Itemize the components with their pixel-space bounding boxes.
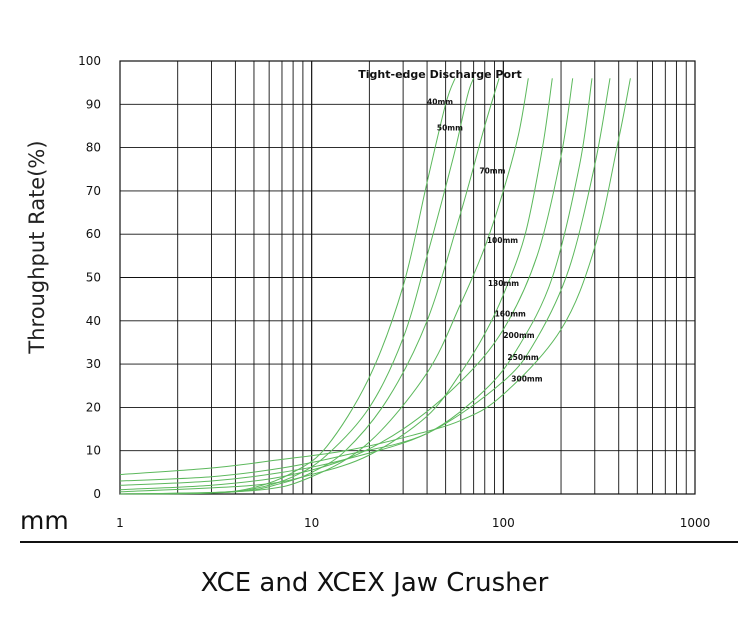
y-tick-label: 20 (86, 400, 101, 414)
chart-caption: XCE and XCEX Jaw Crusher (200, 568, 549, 598)
y-tick-label: 60 (86, 227, 101, 241)
series-line-300mm (119, 78, 631, 475)
series-line-250mm (119, 78, 611, 482)
series-line-100mm (119, 78, 529, 495)
series-label: 200mm (503, 331, 534, 340)
x-tick-label: 1 (116, 516, 124, 530)
series-line-160mm (119, 78, 574, 491)
grid (120, 61, 695, 494)
series-line-70mm (119, 78, 500, 495)
chart-title: Tight-edge Discharge Port (358, 68, 521, 81)
series-line-200mm (119, 78, 593, 486)
y-tick-label: 0 (93, 487, 101, 501)
y-tick-label: 30 (86, 357, 101, 371)
y-tick-label: 80 (86, 141, 101, 155)
series-label: 300mm (511, 374, 542, 383)
series-labels: 40mm 50mm 70mm 100mm 130mm 160mm 200mm 250mm 300… (427, 97, 543, 383)
y-tick-label: 50 (86, 271, 101, 285)
series-label: 70mm (479, 167, 505, 176)
y-tick-label: 10 (86, 444, 101, 458)
series-label: 250mm (507, 353, 538, 362)
series-label: 160mm (495, 309, 526, 318)
series-label: 100mm (487, 236, 518, 245)
x-tick-label: 10 (304, 516, 319, 530)
series-label: 40mm (427, 97, 453, 106)
x-axis-unit: mm (20, 506, 69, 535)
series-line-50mm (119, 78, 475, 495)
y-tick-label: 100 (78, 54, 101, 68)
series-line-40mm (119, 78, 456, 495)
x-tick-label: 1000 (680, 516, 711, 530)
divider-line (20, 541, 738, 543)
series-label: 130mm (488, 279, 519, 288)
x-tick-label: 100 (492, 516, 515, 530)
series-lines (119, 78, 631, 495)
y-tick-label: 70 (86, 184, 101, 198)
series-line-130mm (119, 78, 553, 493)
series-label: 50mm (437, 123, 463, 132)
y-axis-label: Throughput Rate(%) (25, 140, 49, 354)
y-tick-label: 40 (86, 314, 101, 328)
y-tick-label: 90 (86, 97, 101, 111)
